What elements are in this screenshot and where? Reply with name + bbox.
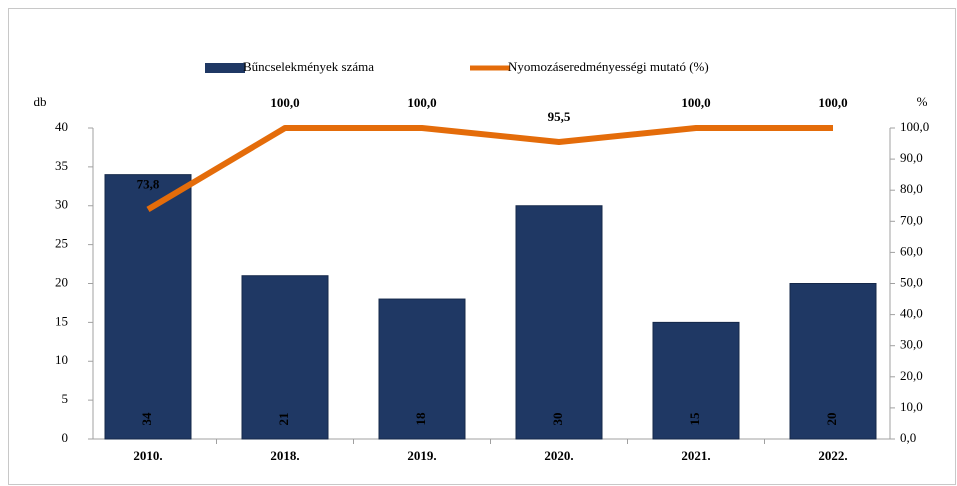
y2-tick-label: 10,0 — [900, 399, 923, 414]
y-tick-label: 20 — [55, 274, 68, 289]
bar — [789, 283, 877, 440]
y2-tick-label: 90,0 — [900, 150, 923, 165]
y-tick-label: 0 — [62, 430, 69, 445]
bar-value-label: 34 — [139, 412, 154, 426]
y-tick-label: 25 — [55, 236, 68, 251]
bar-value-label: 18 — [413, 412, 428, 426]
legend-label: Nyomozáseredményességi mutató (%) — [508, 59, 709, 74]
x-tick-label: 2019. — [407, 448, 436, 463]
bar — [515, 205, 603, 440]
x-tick-label: 2010. — [133, 448, 162, 463]
x-tick-label: 2018. — [270, 448, 299, 463]
bar — [104, 174, 192, 440]
x-tick-label: 2020. — [544, 448, 573, 463]
y2-axis-label: % — [917, 94, 928, 109]
y-tick-label: 40 — [55, 119, 68, 134]
y2-tick-label: 60,0 — [900, 243, 923, 258]
y2-tick-label: 80,0 — [900, 181, 923, 196]
line-value-label: 100,0 — [407, 95, 436, 110]
y2-tick-label: 100,0 — [900, 119, 929, 134]
line-value-label: 100,0 — [270, 95, 299, 110]
y2-tick-label: 70,0 — [900, 212, 923, 227]
y-axis-label: db — [34, 94, 47, 109]
bar — [378, 298, 466, 440]
chart-border — [8, 8, 956, 485]
bar — [241, 275, 329, 440]
line-value-label: 95,5 — [548, 109, 571, 124]
legend-swatch — [205, 63, 245, 73]
line-value-label: 100,0 — [818, 95, 847, 110]
bar-value-label: 20 — [824, 413, 839, 426]
bar-value-label: 30 — [550, 413, 565, 426]
y2-tick-label: 0,0 — [900, 430, 916, 445]
line — [146, 125, 833, 213]
bar — [652, 321, 740, 440]
y2-tick-label: 20,0 — [900, 368, 923, 383]
y-tick-label: 15 — [55, 313, 68, 328]
y-tick-label: 5 — [62, 391, 69, 406]
bar-value-label: 21 — [276, 413, 291, 426]
line-value-label: 100,0 — [681, 95, 710, 110]
x-tick-label: 2022. — [818, 448, 847, 463]
y-tick-label: 35 — [55, 158, 68, 173]
y2-tick-label: 50,0 — [900, 274, 923, 289]
y-tick-label: 30 — [55, 197, 68, 212]
y2-tick-label: 40,0 — [900, 306, 923, 321]
line-value-label: 73,8 — [137, 176, 160, 191]
x-tick-label: 2021. — [681, 448, 710, 463]
legend-label: Bűncselekmények száma — [243, 59, 374, 74]
y2-tick-label: 30,0 — [900, 337, 923, 352]
bar-value-label: 15 — [687, 412, 702, 426]
y-tick-label: 10 — [55, 352, 68, 367]
